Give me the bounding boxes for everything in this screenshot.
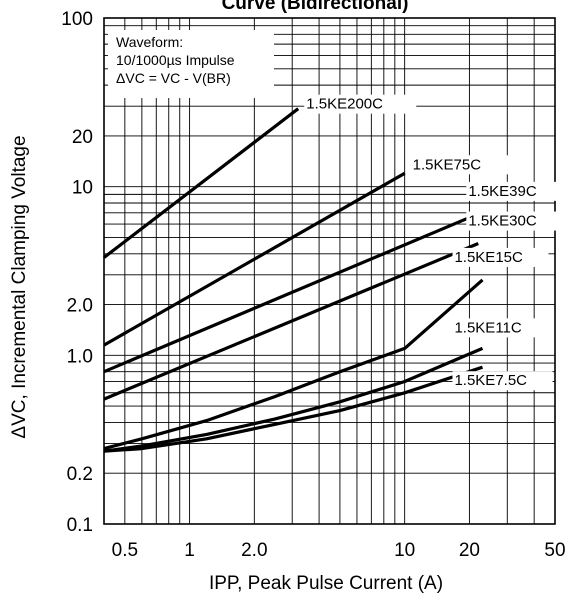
chart-title: Curve (Bidirectional) [222, 0, 409, 14]
series-label: 1.5KE11C [454, 319, 521, 336]
series-label-background [452, 247, 549, 267]
x-tick-label: 10 [394, 540, 415, 561]
series-line [103, 107, 300, 259]
series-label-background [466, 181, 563, 201]
annotation-background [108, 30, 274, 98]
series-label-background [452, 371, 553, 391]
series-label: 1.5KE7.5C [454, 372, 527, 389]
annotation-box: Waveform: 10/1000µs Impulse ΔVC = VC - V(B… [108, 30, 274, 98]
annotation-line: 10/1000µs Impulse [116, 52, 235, 68]
series-label-background [452, 318, 549, 338]
series-line [103, 278, 484, 451]
y-tick-label: 1.0 [67, 346, 93, 367]
series-label-background [304, 94, 417, 114]
series-group [103, 107, 484, 453]
plot-frame [103, 17, 556, 525]
y-tick-label: 0.1 [67, 515, 93, 536]
series-label: 1.5KE200C [306, 96, 383, 113]
series-line [103, 365, 484, 453]
series-labels: 1.5KE200C 1.5KE75C 1.5KE39C 1.5KE30C 1.5KE15… [304, 94, 563, 391]
x-tick-label: 0.5 [112, 540, 138, 561]
y-tick-label: 10 [72, 178, 93, 199]
annotation-line: ΔVC = VC - V(BR) [116, 70, 231, 86]
series-line [103, 242, 479, 401]
y-tick-labels: 0.1 0.2 1.0 2.0 10 20 100 [61, 9, 93, 536]
plot-border [103, 17, 556, 525]
series-line [103, 346, 484, 453]
x-tick-label: 1 [184, 540, 195, 561]
series-label: 1.5KE15C [454, 249, 523, 266]
series-label: 1.5KE75C [413, 156, 482, 173]
series-label-background [410, 155, 511, 175]
y-tick-label: 20 [72, 127, 93, 148]
y-tick-label: 2.0 [67, 296, 93, 317]
x-tick-label: 50 [544, 540, 565, 561]
x-tick-label: 2.0 [241, 540, 267, 561]
x-axis-title: IPP, Peak Pulse Current (A) [209, 573, 443, 594]
y-tick-label: 0.2 [67, 464, 93, 485]
series-line [103, 212, 479, 374]
x-tick-label: 20 [459, 540, 480, 561]
x-tick-labels: 0.5 1 2.0 10 20 50 [112, 540, 566, 561]
series-line [103, 171, 406, 347]
series-label: 1.5KE39C [468, 183, 537, 200]
annotation-line: Waveform: [116, 34, 183, 50]
y-axis-title: ΔVC, Incremental Clamping Voltage [9, 135, 30, 438]
series-label-background [466, 211, 563, 231]
series-label: 1.5KE30C [468, 213, 537, 230]
y-tick-label: 100 [61, 9, 93, 30]
